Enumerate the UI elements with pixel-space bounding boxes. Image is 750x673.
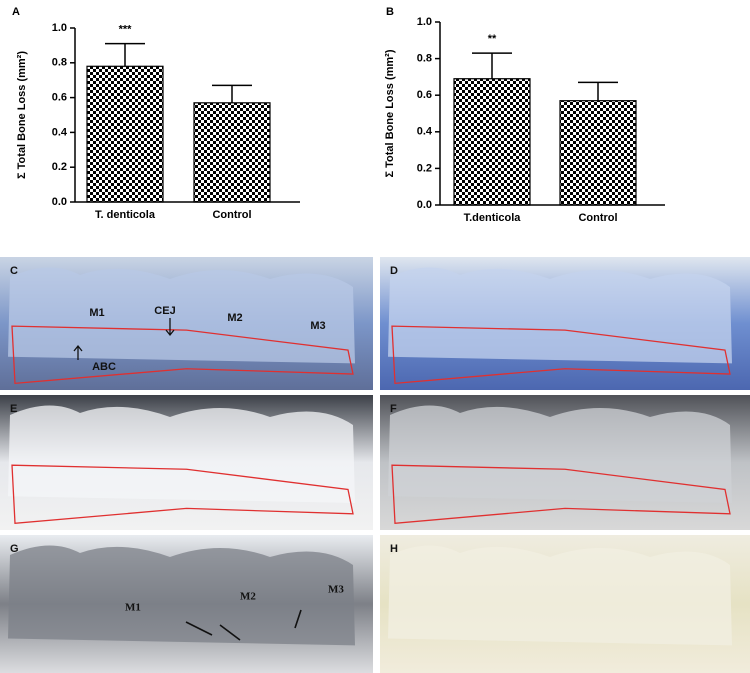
arrow — [294, 609, 302, 629]
photo-annotation: ABC — [92, 361, 116, 373]
y-tick-label: 0.8 — [52, 57, 67, 69]
significance: ** — [488, 33, 497, 45]
arrow — [73, 344, 83, 360]
y-tick-label: 0.0 — [52, 196, 67, 208]
photo-annotation: M3 — [310, 320, 325, 332]
y-axis-label: Σ Total Bone Loss (mm²) — [16, 51, 28, 179]
panel-label: A — [12, 6, 20, 18]
panel-label: B — [386, 6, 394, 18]
panel-label: G — [10, 543, 19, 555]
y-tick-label: 1.0 — [52, 22, 67, 34]
panel-label: C — [10, 265, 18, 277]
y-tick-label: 1.0 — [417, 16, 432, 28]
arrow — [219, 624, 241, 641]
bone-loss-outline — [11, 464, 354, 524]
y-tick-label: 0.6 — [52, 92, 67, 104]
x-tick-label: T. denticola — [95, 209, 156, 221]
arrow — [165, 318, 175, 337]
arrow — [185, 621, 213, 636]
bar — [193, 102, 271, 203]
panel-label: D — [390, 265, 398, 277]
teeth — [8, 405, 355, 503]
teeth — [8, 545, 355, 646]
teeth — [388, 545, 732, 646]
teeth — [8, 267, 355, 364]
photo-annotation: M2 — [227, 312, 242, 324]
panel-label: E — [10, 403, 17, 415]
significance: *** — [119, 24, 133, 36]
bone-loss-outline — [11, 325, 354, 385]
teeth — [388, 405, 732, 503]
y-axis-label: Σ Total Bone Loss (mm²) — [384, 49, 396, 177]
x-tick-label: Control — [578, 212, 617, 224]
y-tick-label: 0.2 — [417, 162, 432, 174]
x-tick-label: T.denticola — [464, 212, 522, 224]
panel-label: H — [390, 543, 398, 555]
photo-annotation: M1 — [89, 307, 104, 319]
bar — [559, 100, 637, 206]
teeth — [388, 267, 732, 364]
y-tick-label: 0.6 — [417, 89, 432, 101]
bone-loss-outline — [391, 325, 731, 385]
photo-annotation: M3 — [328, 584, 344, 596]
error-bar — [212, 84, 252, 103]
error-bar — [578, 81, 618, 101]
error-bar — [105, 42, 145, 67]
y-tick-label: 0.8 — [417, 53, 432, 65]
y-tick-label: 0.4 — [417, 126, 433, 138]
y-tick-label: 0.2 — [52, 161, 67, 173]
photo-annotation: M1 — [125, 602, 141, 614]
panel-label: F — [390, 403, 397, 415]
photo-annotation: M2 — [240, 591, 256, 603]
y-tick-label: 0.0 — [417, 199, 432, 211]
error-bar — [472, 52, 512, 79]
x-tick-label: Control — [212, 209, 251, 221]
y-tick-label: 0.4 — [52, 126, 68, 138]
photo-annotation: CEJ — [154, 305, 175, 317]
bone-loss-outline — [391, 464, 731, 524]
bar — [453, 78, 531, 206]
bar — [86, 65, 164, 203]
